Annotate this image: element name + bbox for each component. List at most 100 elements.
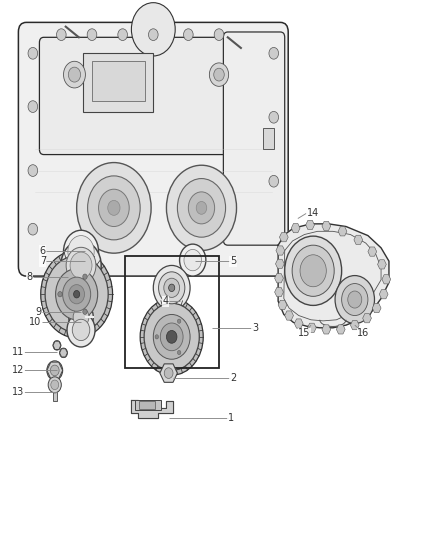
- Circle shape: [83, 274, 87, 279]
- Circle shape: [164, 278, 180, 297]
- Polygon shape: [322, 221, 331, 231]
- Polygon shape: [307, 323, 316, 333]
- Polygon shape: [131, 400, 173, 418]
- Text: 2: 2: [230, 374, 236, 383]
- Circle shape: [159, 272, 185, 304]
- Text: 8: 8: [27, 272, 33, 282]
- Circle shape: [48, 377, 61, 393]
- Circle shape: [72, 319, 90, 341]
- Circle shape: [196, 201, 207, 214]
- Polygon shape: [60, 349, 67, 357]
- Polygon shape: [276, 259, 284, 269]
- Circle shape: [169, 284, 175, 292]
- Circle shape: [47, 361, 63, 380]
- Circle shape: [209, 63, 229, 86]
- Circle shape: [88, 176, 140, 240]
- Circle shape: [69, 302, 93, 332]
- Circle shape: [144, 303, 199, 370]
- Bar: [83, 53, 153, 112]
- Circle shape: [74, 290, 80, 298]
- Circle shape: [64, 230, 99, 273]
- Circle shape: [342, 284, 368, 316]
- Circle shape: [60, 348, 67, 358]
- Circle shape: [63, 277, 91, 311]
- Polygon shape: [47, 362, 63, 379]
- Polygon shape: [278, 300, 287, 310]
- Circle shape: [66, 247, 96, 284]
- Polygon shape: [382, 274, 391, 284]
- Circle shape: [164, 368, 173, 378]
- Polygon shape: [285, 311, 293, 320]
- Bar: [135, 400, 161, 410]
- Bar: [92, 61, 145, 101]
- Circle shape: [166, 330, 177, 343]
- Circle shape: [58, 292, 62, 297]
- Text: 7: 7: [40, 256, 46, 266]
- Circle shape: [118, 29, 127, 41]
- Text: 4: 4: [162, 296, 169, 306]
- Circle shape: [269, 47, 279, 59]
- Circle shape: [180, 244, 206, 276]
- Circle shape: [41, 251, 113, 338]
- Circle shape: [335, 276, 374, 324]
- Polygon shape: [379, 289, 388, 299]
- Circle shape: [155, 335, 159, 339]
- Circle shape: [140, 298, 203, 375]
- Circle shape: [214, 68, 224, 81]
- Circle shape: [28, 47, 38, 59]
- Circle shape: [83, 309, 87, 314]
- FancyBboxPatch shape: [39, 37, 267, 155]
- Circle shape: [87, 29, 97, 41]
- Polygon shape: [378, 260, 386, 269]
- Circle shape: [28, 223, 38, 235]
- Polygon shape: [322, 325, 331, 334]
- Circle shape: [153, 314, 190, 359]
- Bar: [125, 256, 219, 368]
- Text: 9: 9: [35, 307, 42, 317]
- Polygon shape: [336, 325, 345, 334]
- Text: 1: 1: [228, 414, 234, 423]
- Circle shape: [70, 252, 92, 279]
- Polygon shape: [368, 247, 377, 256]
- Circle shape: [214, 29, 224, 41]
- FancyBboxPatch shape: [223, 32, 285, 245]
- Text: 12: 12: [12, 366, 24, 375]
- Polygon shape: [276, 246, 285, 255]
- Circle shape: [166, 165, 237, 251]
- Circle shape: [67, 313, 95, 347]
- Circle shape: [177, 179, 226, 237]
- Circle shape: [131, 3, 175, 56]
- Polygon shape: [354, 235, 363, 245]
- Polygon shape: [291, 223, 300, 233]
- Circle shape: [160, 323, 183, 351]
- Bar: [139, 401, 155, 409]
- Polygon shape: [275, 273, 283, 283]
- Polygon shape: [275, 287, 283, 297]
- Text: 14: 14: [307, 208, 319, 218]
- Bar: [53, 385, 57, 401]
- Circle shape: [28, 101, 38, 112]
- FancyBboxPatch shape: [18, 22, 288, 276]
- Text: 13: 13: [12, 387, 24, 397]
- Circle shape: [73, 308, 89, 327]
- Polygon shape: [338, 227, 347, 236]
- Circle shape: [57, 29, 66, 41]
- Polygon shape: [160, 364, 177, 382]
- Circle shape: [68, 67, 81, 82]
- Circle shape: [45, 256, 108, 333]
- Circle shape: [61, 241, 101, 290]
- Circle shape: [184, 249, 201, 271]
- Circle shape: [153, 265, 190, 310]
- Circle shape: [300, 255, 326, 287]
- Polygon shape: [350, 320, 359, 330]
- Text: 10: 10: [29, 318, 42, 327]
- Circle shape: [292, 245, 334, 296]
- Text: 5: 5: [230, 256, 236, 266]
- Circle shape: [99, 189, 129, 227]
- Circle shape: [177, 350, 181, 354]
- Polygon shape: [279, 232, 288, 242]
- Circle shape: [148, 29, 158, 41]
- Circle shape: [50, 365, 59, 376]
- Circle shape: [269, 175, 279, 187]
- Polygon shape: [306, 220, 314, 230]
